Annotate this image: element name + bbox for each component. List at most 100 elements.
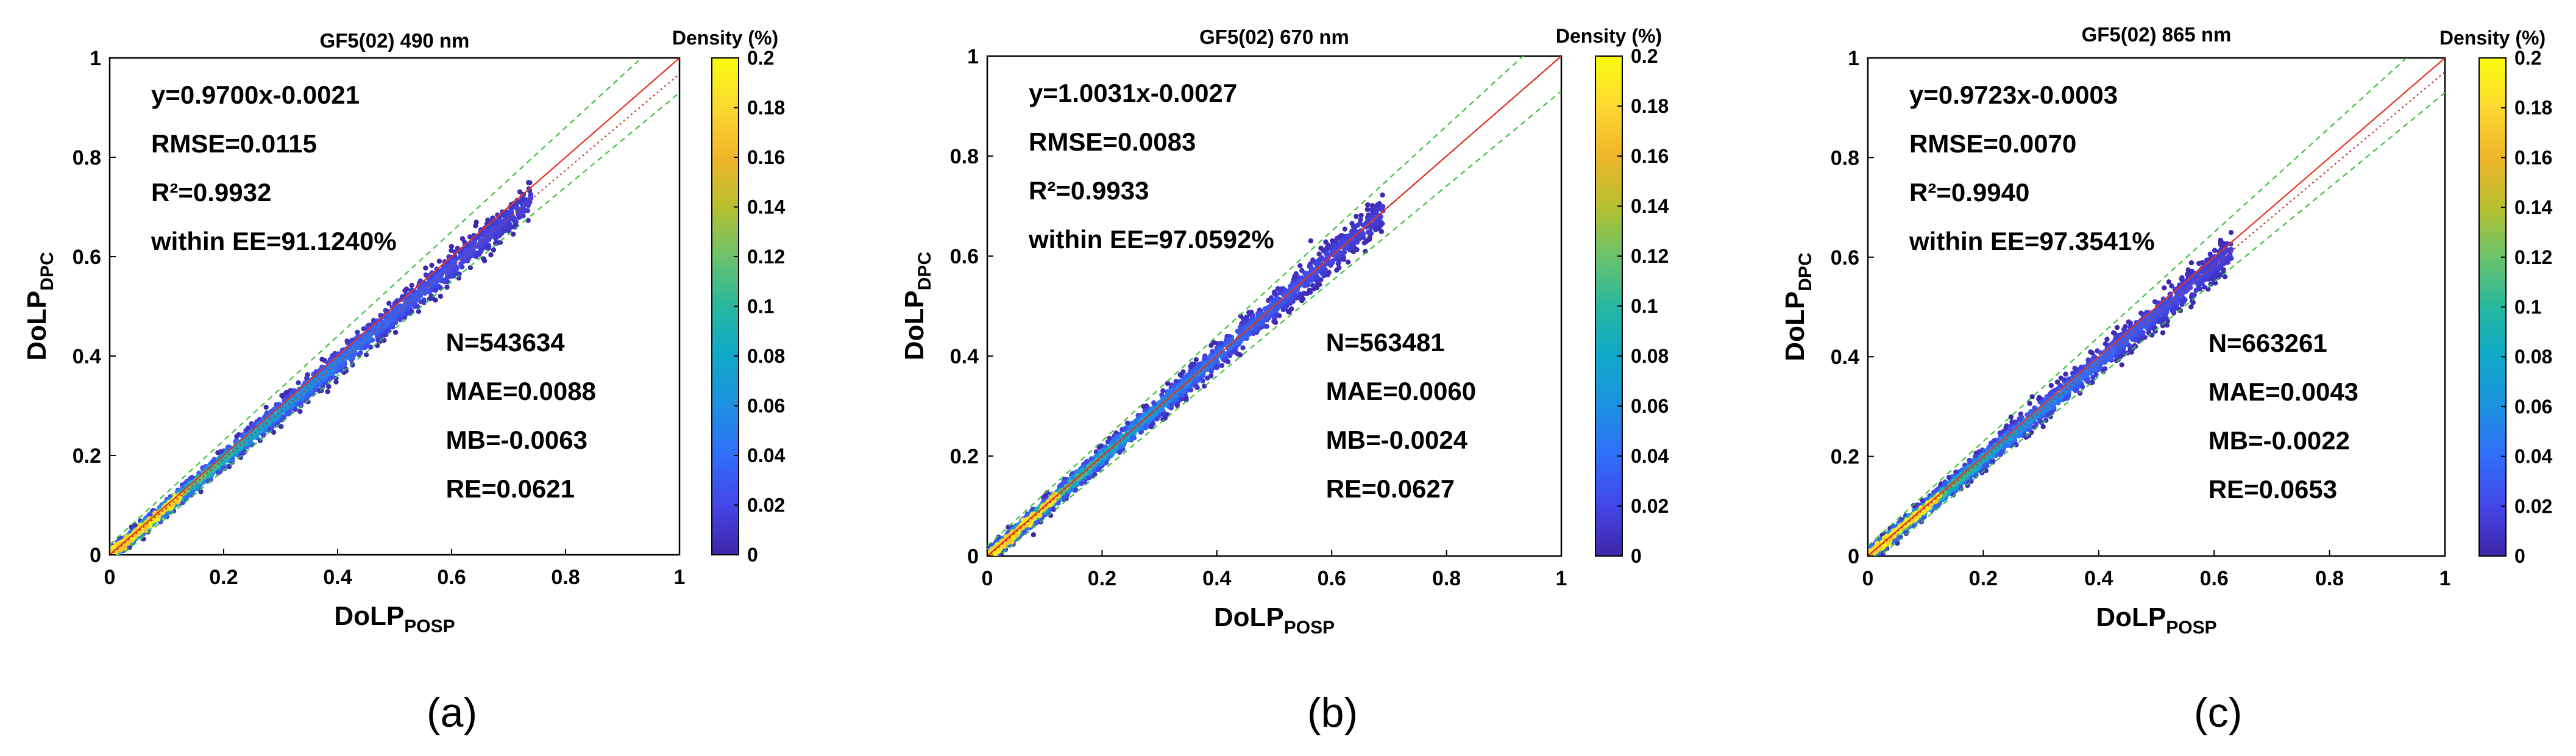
scatter-point (286, 399, 292, 405)
scatter-point (314, 383, 320, 389)
scatter-point (1188, 363, 1194, 369)
scatter-point (110, 556, 115, 561)
scatter-point (525, 200, 531, 206)
scatter-point (168, 501, 173, 506)
x-axis-label-main: DoLP (334, 601, 404, 631)
scatter-point (507, 224, 513, 230)
colorbar-tick-label: 0.12 (747, 246, 785, 268)
scatter-point (1367, 229, 1372, 235)
scatter-point (473, 223, 478, 229)
scatter-point (1272, 319, 1279, 326)
scatter-point (1307, 277, 1313, 282)
scatter-point (147, 512, 152, 518)
scatter-point (1219, 363, 1225, 368)
scatter-point (361, 326, 366, 332)
scatter-point (1272, 291, 1277, 296)
scatter-point (987, 560, 992, 565)
y-tick-label: 1 (90, 47, 101, 70)
scatter-point (1202, 356, 1207, 362)
scatter-point (1208, 343, 1214, 348)
stats-upper-line: RMSE=0.0115 (151, 129, 317, 158)
scatter-point (110, 558, 115, 563)
x-tick-label: 0 (104, 566, 116, 589)
scatter-point (465, 258, 470, 264)
scatter-point (1165, 380, 1171, 387)
scatter-point (1342, 226, 1348, 232)
scatter-point (1285, 301, 1291, 307)
scatter-point (380, 325, 386, 330)
scatter-point (1303, 274, 1308, 280)
scatter-point (118, 547, 124, 552)
scatter-point (230, 456, 235, 462)
scatter-point (429, 262, 435, 268)
x-tick-label: 0.8 (551, 566, 580, 589)
colorbar-tick-label: 0.16 (747, 146, 785, 168)
scatter-point (1334, 267, 1339, 273)
chart-title: GF5(02) 490 nm (320, 29, 470, 52)
scatter-point (1324, 251, 1329, 257)
y-tick-label: 0.6 (73, 246, 101, 269)
scatter-point (355, 329, 360, 335)
y-tick-label: 0.8 (73, 146, 101, 169)
scatter-point (271, 422, 277, 428)
scatter-point (1377, 201, 1382, 207)
scatter-point (508, 209, 514, 214)
stats-upper-line: y=0.9700x-0.0021 (151, 80, 360, 109)
x-tick-label: 1 (674, 566, 686, 589)
colorbar-tick-label: 0 (747, 544, 758, 566)
x-tick-label: 0.6 (437, 566, 466, 589)
y-tick-label: 0.2 (73, 444, 101, 468)
scatter-point (1093, 449, 1099, 455)
scatter-point (1160, 388, 1166, 394)
stats-lower-line: N=543634 (446, 328, 566, 357)
x-tick-label: 0.2 (209, 566, 238, 589)
scatter-point (514, 205, 520, 210)
scatter-point (110, 557, 115, 562)
colorbar-tick-label: 0.08 (747, 345, 785, 367)
scatter-point (525, 218, 531, 223)
scatter-point (309, 383, 315, 388)
scatter-point (1310, 282, 1316, 288)
scatter-point (1277, 313, 1282, 319)
scatter-point (987, 558, 992, 563)
scatter-point (110, 558, 115, 563)
scatter-point (189, 475, 195, 480)
scatter-point (1307, 263, 1312, 269)
scatter-point (416, 290, 421, 295)
scatter-point (459, 264, 465, 269)
scatter-point (375, 325, 381, 330)
scatter-point (436, 259, 442, 264)
scatter-point (1086, 475, 1092, 480)
scatter-point (177, 495, 182, 501)
panel-label: (a) (427, 690, 477, 736)
x-axis-label: DoLPPOSP (334, 601, 455, 637)
scatter-point (283, 403, 288, 408)
scatter-points (987, 192, 1386, 565)
scatter-point (502, 227, 508, 234)
scatter-point (447, 269, 453, 274)
scatter-point (215, 450, 221, 455)
scatter-point (1218, 340, 1224, 346)
scatter-point (325, 389, 330, 394)
scatter-point (1366, 212, 1371, 218)
scatter-point (261, 419, 267, 424)
scatter-point (409, 308, 414, 314)
scatter-point (438, 293, 444, 299)
scatter-point (1336, 259, 1342, 265)
stats-lower-line: RE=0.0621 (446, 474, 575, 503)
scatter-point (423, 265, 428, 271)
ee-lower-line (120, 92, 679, 555)
scatter-point (1208, 373, 1214, 379)
scatter-point (987, 557, 992, 562)
scatter-point (1169, 402, 1174, 408)
scatter-point (522, 207, 528, 213)
scatter-point (1185, 373, 1191, 378)
scatter-point (1380, 204, 1386, 209)
y-tick-label: 0.4 (73, 345, 101, 368)
scatter-point (391, 309, 396, 315)
scatter-point (110, 556, 115, 561)
scatter-point (110, 561, 115, 566)
scatter-point (1240, 345, 1246, 351)
